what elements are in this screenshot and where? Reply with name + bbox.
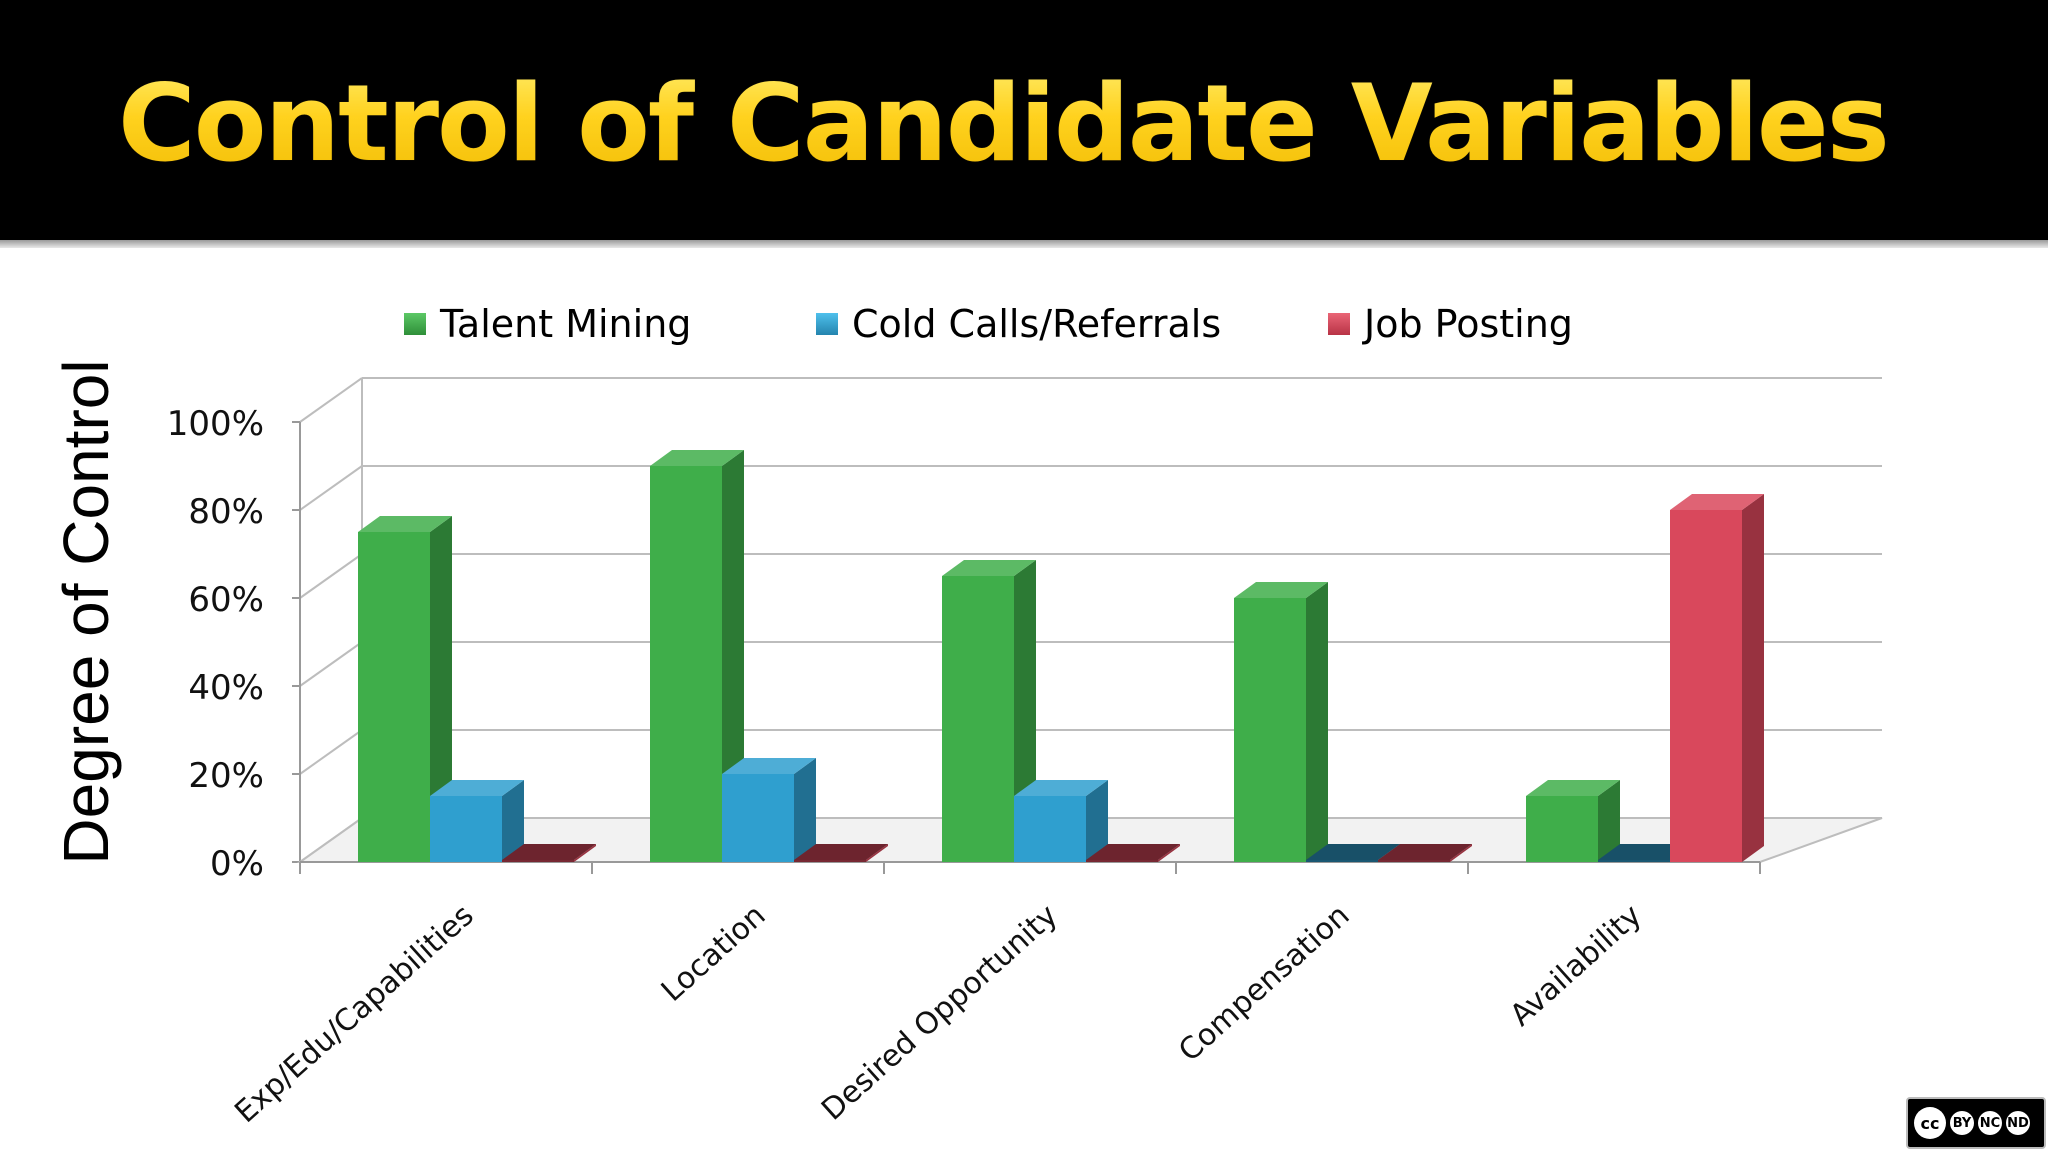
bar-cold-calls-referrals-0: [430, 796, 502, 862]
bar-cold-calls-referrals-3: [1306, 860, 1378, 862]
bar-job-posting-4: [1670, 510, 1742, 862]
cc-logo: cc: [1914, 1107, 1946, 1139]
gridline-side: [300, 642, 362, 686]
gridline-side: [300, 730, 362, 774]
y-tick-label: 60%: [188, 580, 264, 620]
by-icon: BY: [1950, 1111, 1974, 1135]
bar-talent-mining-3: [1234, 598, 1306, 862]
gridline-side: [300, 378, 362, 422]
bar-side: [1306, 582, 1328, 862]
y-tick-label: 40%: [188, 668, 264, 708]
bar-talent-mining-1: [650, 466, 722, 862]
x-tick-label: Desired Opportunity: [815, 898, 1065, 1128]
nc-icon: NC: [1978, 1111, 2002, 1135]
y-tick-label: 100%: [167, 404, 264, 444]
gridline-side: [300, 554, 362, 598]
y-tick-label: 20%: [188, 756, 264, 796]
bar-job-posting-2: [1086, 860, 1158, 862]
x-tick-label: Location: [655, 898, 773, 1009]
bar-cold-calls-referrals-1: [722, 774, 794, 862]
nd-icon: ND: [2006, 1111, 2030, 1135]
bar-talent-mining-2: [942, 576, 1014, 862]
y-tick-label: 80%: [188, 492, 264, 532]
bar-talent-mining-0: [358, 532, 430, 862]
x-tick-label: Exp/Edu/Capabilities: [228, 898, 480, 1130]
bar-talent-mining-4: [1526, 796, 1598, 862]
bar-side: [1742, 494, 1764, 862]
y-tick-label: 0%: [210, 844, 264, 884]
bar-cold-calls-referrals-2: [1014, 796, 1086, 862]
x-tick-label: Availability: [1504, 898, 1649, 1033]
bar-job-posting-1: [794, 860, 866, 862]
creative-commons-icon: cc BY NC ND: [1906, 1097, 2046, 1149]
x-tick-label: Compensation: [1172, 898, 1356, 1069]
bar-cold-calls-referrals-4: [1598, 860, 1670, 862]
gridline-side: [300, 466, 362, 510]
bar-job-posting-0: [502, 860, 574, 862]
bar-job-posting-3: [1378, 860, 1450, 862]
